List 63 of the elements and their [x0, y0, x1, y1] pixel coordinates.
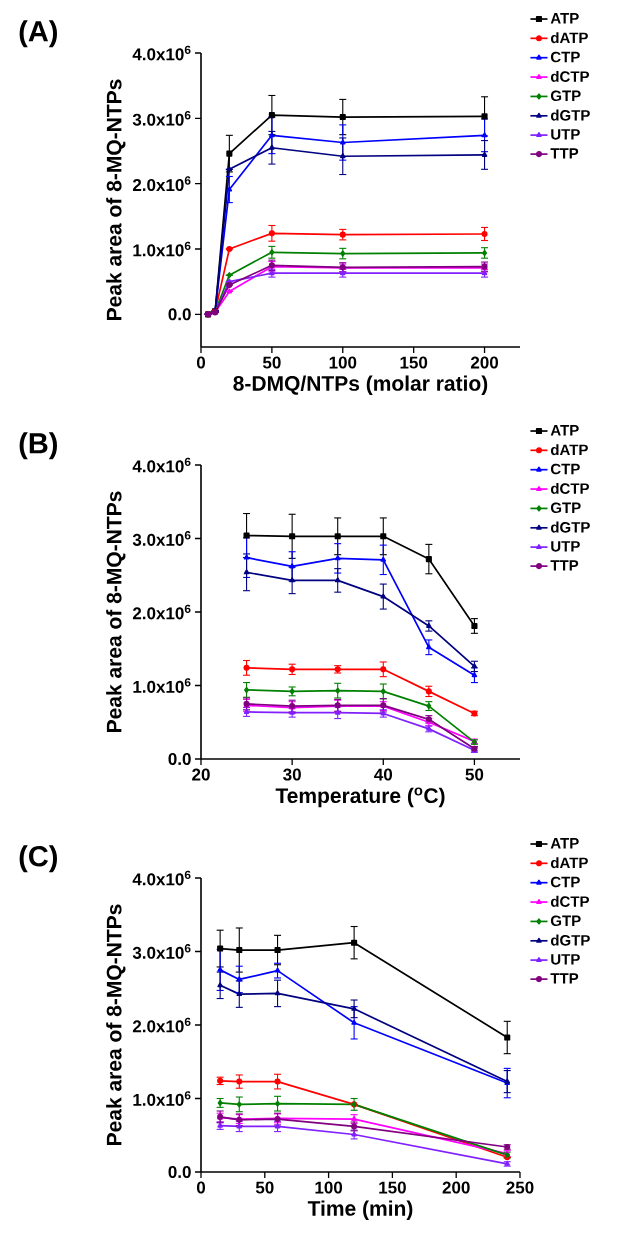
y-tick-label: 3.0x10$^{6}$ [132, 531, 191, 546]
y-tick-label: 0.0 [168, 752, 191, 766]
x-tick-label: 200 [442, 1181, 470, 1194]
legend-label: ATP [550, 425, 579, 436]
x-tick-label: 30 [283, 768, 301, 781]
x-axis-title: 8-DMQ/NTPs (molar ratio) [233, 375, 488, 396]
legend-label: GTP [550, 915, 581, 927]
x-tick-label: 100 [315, 1181, 343, 1194]
legend-label: UTP [551, 954, 580, 965]
legend-label: CTP [550, 51, 580, 63]
x-tick-label: 200 [470, 356, 499, 369]
legend-label: CTP [550, 876, 580, 888]
legend-label: dGTP [550, 934, 590, 946]
legend-label: GTP [550, 502, 581, 514]
x-tick-label: 100 [329, 356, 357, 369]
chart-title: (B) [19, 432, 57, 460]
y-axis-title: Peak area of 8-MQ-NTPs [106, 79, 126, 320]
legend-label: dCTP [550, 70, 589, 82]
y-tick-label: 1.0x10$^{6}$ [133, 678, 191, 693]
legend-label: dCTP [550, 895, 589, 907]
x-tick-label: 250 [506, 1181, 534, 1194]
y-tick-label: 3.0x10$^{6}$ [132, 110, 191, 126]
y-tick-label: 4.0x10$^{6}$ [132, 45, 191, 61]
legend-label: UTP [551, 541, 580, 552]
legend-label: dATP [550, 857, 588, 869]
y-tick-label: 0.0 [168, 308, 191, 321]
x-tick-label: 50 [465, 768, 484, 781]
legend-label: dATP [550, 444, 588, 456]
y-tick-label: 1.0x10$^{6}$ [133, 241, 191, 257]
chart-title: (A) [19, 20, 57, 48]
y-tick-label: 0.0 [168, 1165, 191, 1179]
chart-title: (C) [19, 845, 57, 873]
y-tick-label: 4.0x10$^{6}$ [132, 457, 191, 473]
x-tick-label: 0 [196, 356, 206, 369]
x-axis-title: Temperature ($^{o}$C) [275, 787, 445, 808]
legend-label: dCTP [550, 482, 589, 494]
legend-label: ATP [550, 13, 579, 24]
x-tick-label: 0 [196, 1181, 206, 1194]
legend-label: GTP [550, 90, 581, 102]
legend-label: TTP [550, 148, 579, 159]
x-tick-label: 50 [255, 1181, 274, 1194]
x-tick-label: 150 [400, 356, 428, 369]
y-tick-label: 1.0x10$^{6}$ [133, 1091, 191, 1106]
legend-label: dATP [550, 32, 588, 44]
y-axis-title: Peak area of 8-MQ-NTPs [106, 904, 126, 1145]
y-tick-label: 2.0x10$^{6}$ [132, 1017, 191, 1033]
legend-label: UTP [551, 129, 580, 140]
x-axis-title: Time (min) [307, 1200, 413, 1221]
x-tick-label: 50 [262, 356, 281, 369]
y-tick-label: 3.0x10$^{6}$ [132, 944, 191, 959]
x-tick-label: 40 [374, 768, 393, 781]
legend-label: dGTP [550, 109, 590, 121]
legend-label: TTP [550, 973, 579, 984]
legend-label: TTP [550, 560, 579, 571]
y-tick-label: 2.0x10$^{6}$ [132, 176, 191, 192]
x-tick-label: 150 [379, 1181, 406, 1194]
x-tick-label: 20 [192, 768, 210, 781]
y-tick-label: 4.0x10$^{6}$ [132, 870, 191, 886]
legend-label: dGTP [550, 521, 590, 533]
y-tick-label: 2.0x10$^{6}$ [132, 604, 191, 620]
legend-label: CTP [550, 463, 580, 475]
y-axis-title: Peak area of 8-MQ-NTPs [106, 491, 126, 732]
legend-label: ATP [550, 838, 579, 849]
